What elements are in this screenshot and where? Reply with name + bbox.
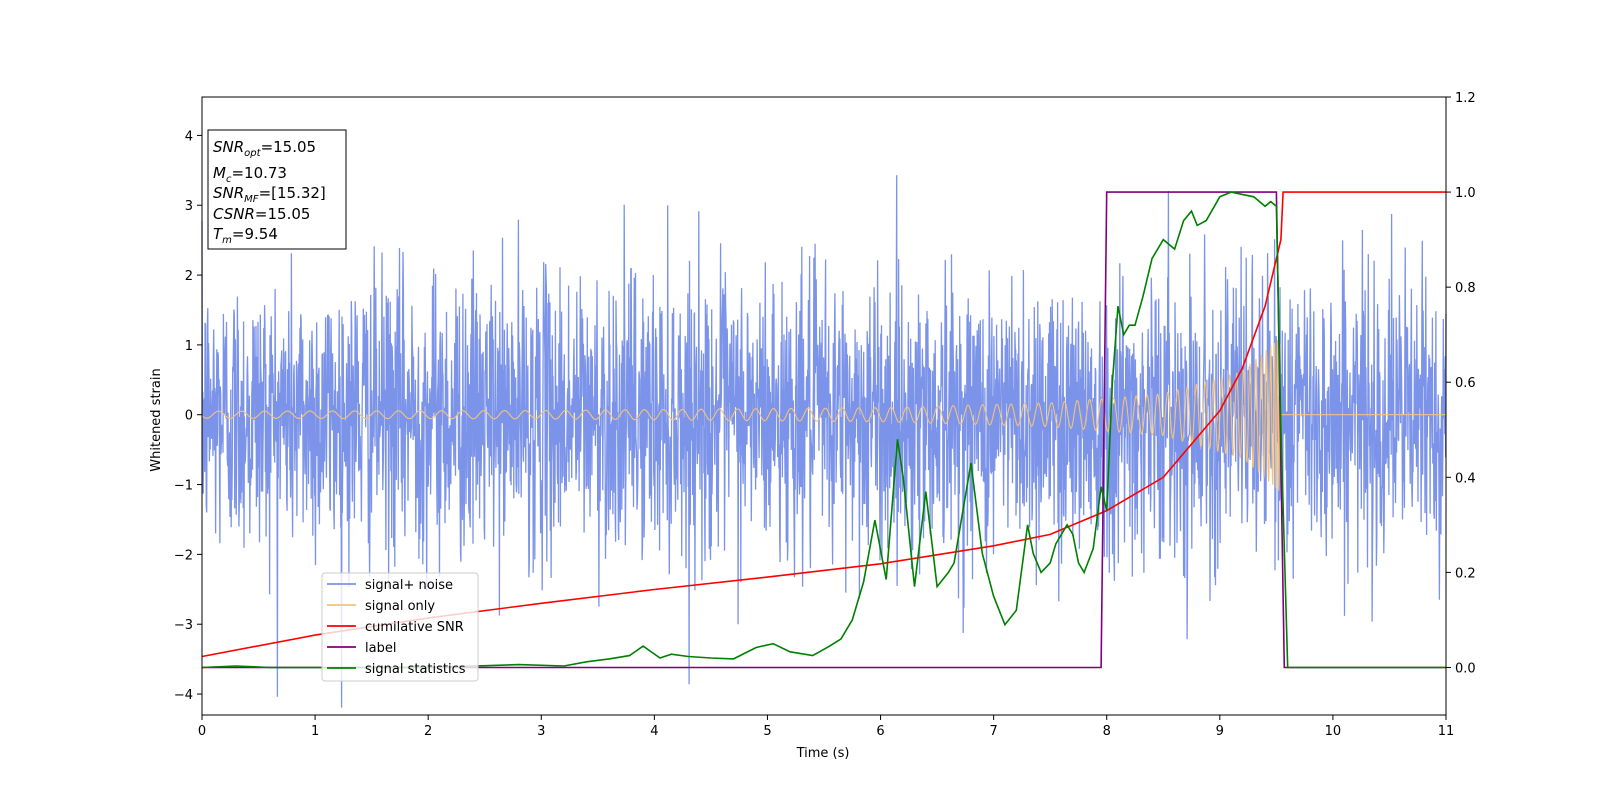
y2-tick-label: 0.2 [1455,566,1476,581]
legend-label: signal statistics [365,662,466,677]
info-box-line: CSNR=15.05 [213,205,310,223]
y-tick-label: −1 [174,479,193,494]
y-axis-label: Whitened strain [149,368,164,471]
x-tick-label: 2 [424,724,432,739]
y-tick-label: 2 [185,269,193,284]
y-tick-label: −2 [174,548,193,563]
y2-tick-label: 0.8 [1455,281,1476,296]
info-box-line: SNRopt=15.05 [213,138,316,159]
legend-label: label [365,641,396,656]
y-tick-label: 4 [185,129,193,144]
plot-frame [201,96,1447,716]
x-tick-label: 4 [650,724,658,739]
x-tick-label: 3 [537,724,545,739]
x-tick-label: 0 [198,724,206,739]
y2-tick-label: 0.0 [1455,661,1476,676]
legend-frame [321,572,479,682]
info-box-line: Mc=10.73 [213,164,287,185]
legend-label: signal+ noise [365,578,453,593]
legend-label: signal only [365,599,435,614]
x-axis-label: Time (s) [796,746,850,761]
x-tick-label: 11 [1438,724,1455,739]
legend: signal+ noise signal only cumilative SNR la… [321,572,479,682]
x-tick-label: 9 [1216,724,1224,739]
y2-tick-label: 1.2 [1455,91,1476,106]
y2-tick-label: 0.6 [1455,376,1476,391]
series-signal-statistics-line [201,191,1446,669]
plot-area [201,175,1447,708]
y-tick-label: −4 [174,688,193,703]
axes: 0 1 2 3 4 5 6 7 8 9 10 11 −4 −3 −2 −1 0 1 2 3 4 0.0 0.2 0.4 0.6 0… [174,91,1476,739]
y2-tick-label: 1.0 [1455,186,1476,201]
y-tick-label: 1 [185,339,193,354]
y-tick-label: 0 [185,409,193,424]
legend-label: cumilative SNR [365,620,464,635]
y2-tick-label: 0.4 [1455,471,1476,486]
y-tick-label: 3 [185,199,193,214]
x-tick-label: 6 [876,724,884,739]
x-tick-label: 1 [311,724,319,739]
series-signal-noise-line [201,175,1447,708]
info-box-line: SNRMF=[15.32] [213,184,326,205]
x-tick-label: 10 [1325,724,1342,739]
info-box-frame [207,129,347,250]
x-tick-label: 8 [1103,724,1111,739]
info-box-line: Tm=9.54 [213,225,278,246]
x-tick-label: 7 [989,724,997,739]
series-signal-only-line [201,339,1446,491]
x-tick-label: 5 [763,724,771,739]
y-tick-label: −3 [174,618,193,633]
info-box: SNRopt=15.05 Mc=10.73SNRMF=[15.32]CSNR=15… [207,129,347,250]
